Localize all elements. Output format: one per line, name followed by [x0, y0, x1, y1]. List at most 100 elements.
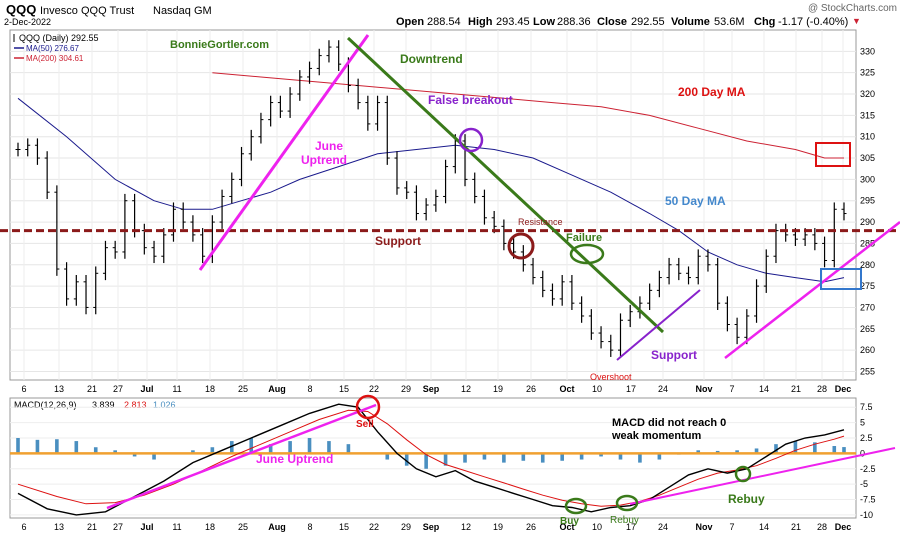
price-y-axis: 255 260 265 270 275 280 285 290 295 300 305 310 315 3…	[860, 46, 875, 376]
macd-rebuy-trend-line	[629, 447, 896, 505]
price-y-tick-label: 295	[860, 196, 875, 206]
macd-x-tick-label: 26	[526, 522, 536, 532]
macd-x-axis: 6 13 21 27 Jul 11 18 25 Aug 8 15 22 29 Sep 12 19 26 Oct 10…	[21, 522, 851, 532]
price-x-tick-label: 24	[658, 384, 668, 394]
price-x-tick-label: 14	[759, 384, 769, 394]
macd-histogram-bar	[754, 448, 759, 454]
price-y-tick-label: 275	[860, 281, 875, 291]
price-y-tick-label: 285	[860, 238, 875, 248]
price-x-tick-label: 26	[526, 384, 536, 394]
macd-histogram-bar	[521, 453, 526, 461]
failure-label: Failure	[566, 232, 602, 244]
macd-histogram-bar	[35, 439, 40, 454]
macd-x-tick-label: Oct	[559, 522, 574, 532]
price-panel	[9, 29, 857, 381]
open-value: 288.54	[427, 16, 461, 28]
ma200-line	[212, 72, 844, 159]
macd-histogram-bar	[55, 439, 59, 454]
macd-histogram-bar	[657, 453, 662, 460]
macd-x-tick-label: 29	[401, 522, 411, 532]
macd-x-tick-label: 12	[461, 522, 471, 532]
price-y-tick-label: 305	[860, 153, 875, 163]
macd-histogram-bar	[191, 450, 195, 454]
exchange-name: Nasdaq GM	[153, 5, 212, 17]
macd-june-uptrend-label: June Uptrend	[256, 452, 333, 466]
price-x-tick-label: Jul	[140, 384, 153, 394]
price-y-tick-label: 325	[860, 68, 875, 78]
volume-value: 53.6M	[714, 16, 745, 28]
buy-ellipse	[564, 497, 588, 515]
macd-x-tick-label: 25	[238, 522, 248, 532]
ma200-box	[815, 142, 851, 167]
macd-x-tick-label: 13	[54, 522, 64, 532]
price-y-tick-label: 315	[860, 110, 875, 120]
support-trend-line	[616, 289, 701, 361]
price-x-tick-label: 25	[238, 384, 248, 394]
support-label-left: Support	[375, 234, 421, 248]
ma50-label: 50 Day MA	[665, 194, 726, 208]
support-label-right: Support	[651, 348, 697, 362]
macd-x-tick-label: 21	[87, 522, 97, 532]
price-y-tick-label: 255	[860, 366, 875, 376]
price-y-tick-label: 310	[860, 132, 875, 142]
macd-histogram-bar	[579, 453, 584, 460]
june-uptrend-label-2: Uptrend	[301, 153, 347, 167]
price-x-tick-label: Nov	[695, 384, 712, 394]
macd-y-tick-label: -10	[860, 510, 873, 520]
price-x-axis: 6 13 21 27 Jul 11 18 25 Aug 8 15 22 29 Sep 12 19 26 Oct 10…	[21, 384, 851, 394]
macd-x-tick-label: 11	[172, 522, 181, 532]
macd-x-tick-label: 19	[493, 522, 503, 532]
downtrend-label: Downtrend	[400, 52, 463, 66]
macd-histogram-bar	[268, 444, 273, 454]
close-value: 292.55	[631, 16, 665, 28]
macd-histogram-bar	[482, 453, 487, 460]
chart-date: 2-Dec-2022	[4, 17, 51, 27]
price-x-tick-label: 29	[401, 384, 411, 394]
macd-x-tick-label: 14	[759, 522, 769, 532]
price-annotations: BonnieGortler.com Downtrend False breako…	[170, 39, 746, 382]
macd-histogram-bar	[113, 450, 117, 454]
macd-x-tick-label: Sep	[423, 522, 440, 532]
price-x-tick-label: 12	[461, 384, 471, 394]
price-x-tick-label: Dec	[835, 384, 852, 394]
macd-histogram-bar	[327, 441, 331, 454]
macd-histogram-bar	[774, 444, 778, 454]
price-legend: QQQ (Daily) 292.55 MA(50) 276.67 MA(200)…	[13, 33, 99, 63]
price-x-tick-label: 19	[493, 384, 503, 394]
chg-value: -1.17 (-0.40%)	[778, 16, 848, 28]
macd-histogram-bar	[152, 453, 156, 460]
price-y-tick-label: 280	[860, 260, 875, 270]
low-value: 288.36	[557, 16, 591, 28]
price-y-tick-label: 300	[860, 174, 875, 184]
macd-y-tick-label: -5	[860, 479, 868, 489]
macd-histogram-bar	[346, 444, 351, 454]
macd-histogram-bar	[618, 453, 623, 460]
macd-x-tick-label: 17	[626, 522, 636, 532]
macd-x-tick-label: 10	[592, 522, 602, 532]
high-label: High	[468, 16, 493, 28]
macd-histogram-bar	[463, 453, 467, 463]
macd-histogram-bar	[813, 442, 817, 454]
legend-ma50: MA(50) 276.67	[26, 44, 79, 53]
ticker-symbol: QQQ	[6, 2, 36, 17]
rebuy-label-1: Rebuy	[610, 515, 639, 526]
macd-x-tick-label: Aug	[268, 522, 286, 532]
price-x-tick-label: 21	[791, 384, 801, 394]
ma200-label: 200 Day MA	[678, 85, 746, 99]
june-uptrend-line	[198, 34, 370, 271]
macd-x-tick-label: 18	[205, 522, 215, 532]
macd-line	[17, 403, 845, 516]
macd-histogram-bar	[599, 453, 603, 457]
macd-x-tick-label: 24	[658, 522, 668, 532]
june-uptrend-label-1: June	[315, 139, 343, 153]
macd-histogram-bar	[560, 453, 564, 461]
price-x-tick-label: 8	[307, 384, 312, 394]
macd-y-tick-label: -7.5	[860, 495, 876, 505]
high-value: 293.45	[496, 16, 530, 28]
price-x-tick-label: Sep	[423, 384, 440, 394]
false-breakout-circle	[458, 127, 484, 153]
price-bars	[15, 40, 847, 357]
macd-histogram-bar	[288, 441, 292, 454]
sell-circle	[355, 394, 381, 420]
